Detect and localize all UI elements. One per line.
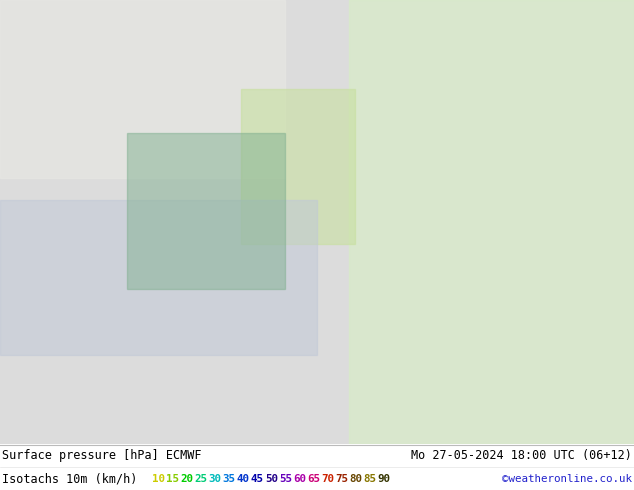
- Text: Mo 27-05-2024 18:00 UTC (06+12): Mo 27-05-2024 18:00 UTC (06+12): [411, 449, 632, 462]
- Text: 75: 75: [335, 473, 348, 484]
- Text: 85: 85: [363, 473, 377, 484]
- Text: ©weatheronline.co.uk: ©weatheronline.co.uk: [502, 473, 632, 484]
- Text: 20: 20: [180, 473, 193, 484]
- Text: 55: 55: [279, 473, 292, 484]
- Text: 45: 45: [250, 473, 264, 484]
- Text: 90: 90: [378, 473, 391, 484]
- Bar: [0, 200, 317, 355]
- Bar: [241, 89, 355, 244]
- Text: Isotachs 10m (km/h): Isotachs 10m (km/h): [2, 472, 138, 485]
- Text: 35: 35: [223, 473, 235, 484]
- Bar: [0, 0, 285, 177]
- Text: 50: 50: [265, 473, 278, 484]
- Text: 60: 60: [293, 473, 306, 484]
- Text: 70: 70: [321, 473, 334, 484]
- Text: 80: 80: [349, 473, 363, 484]
- Text: 65: 65: [307, 473, 320, 484]
- Text: Surface pressure [hPa] ECMWF: Surface pressure [hPa] ECMWF: [2, 449, 202, 462]
- Text: 25: 25: [194, 473, 207, 484]
- Bar: [349, 0, 634, 444]
- Text: 40: 40: [236, 473, 250, 484]
- Text: 15: 15: [166, 473, 179, 484]
- Bar: [127, 133, 285, 289]
- Text: 30: 30: [209, 473, 221, 484]
- Text: 10: 10: [152, 473, 165, 484]
